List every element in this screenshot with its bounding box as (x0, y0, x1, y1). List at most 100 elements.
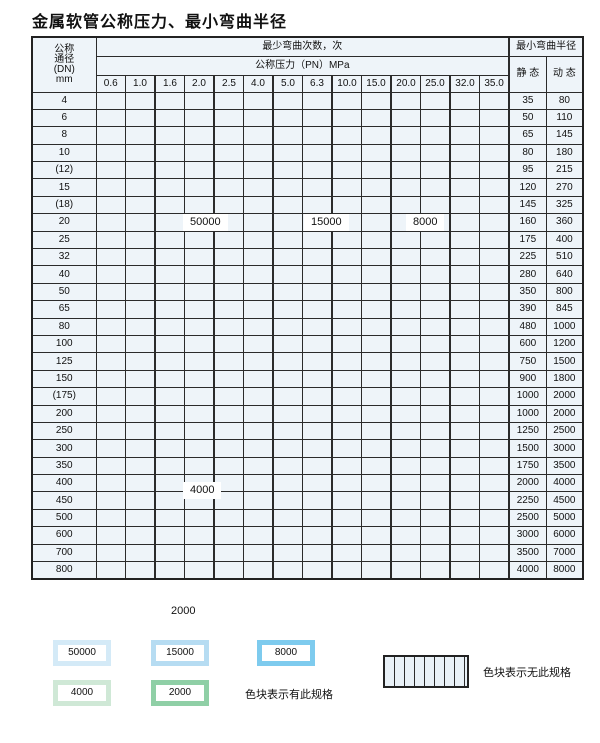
pressure-col-header: 10.0 (331, 74, 362, 93)
cell-no-spec (272, 526, 303, 545)
dynamic-radius-value: 325 (545, 195, 585, 215)
cell-no-spec (420, 474, 451, 493)
cell-band-b2 (272, 248, 303, 267)
cell-band-b5 (95, 561, 126, 580)
cell-no-spec (479, 195, 510, 215)
cell-band-b5 (154, 491, 185, 510)
cell-no-spec (449, 334, 480, 354)
cell-band-b2 (272, 108, 303, 128)
cell-no-spec (449, 439, 480, 458)
table-row: 200 1000 2000 (31, 404, 585, 423)
static-radius-value: 50 (508, 108, 547, 128)
pressure-value-row: 0.6 1.0 1.6 2.0 2.5 4.0 5.0 6.3 10.0 15.0 20.0 25.0… (32, 74, 583, 93)
cell-no-spec (420, 439, 451, 458)
cell-no-spec (272, 474, 303, 493)
cell-no-spec (479, 439, 510, 458)
cell-band-b3 (361, 161, 392, 180)
cell-no-spec (302, 491, 333, 510)
static-radius-value: 280 (508, 265, 547, 284)
cell-no-spec (479, 421, 510, 441)
dynamic-radius-value: 3500 (545, 456, 585, 476)
cell-band-b2 (243, 108, 274, 128)
cell-no-spec (361, 352, 392, 371)
table-row: 65 390 845 (31, 300, 585, 319)
cell-band-b1 (125, 91, 156, 110)
cell-band-b4 (125, 387, 156, 406)
static-radius-value: 2250 (508, 491, 547, 510)
cell-no-spec (449, 265, 480, 284)
cell-band-b4 (213, 334, 244, 354)
cell-band-b1 (125, 265, 156, 284)
cell-no-spec (213, 543, 244, 563)
static-radius-value: 160 (508, 213, 547, 232)
dn-label: 15 (31, 178, 97, 197)
cell-no-spec (272, 456, 303, 476)
table-row: 80 480 1000 (31, 317, 585, 336)
cell-no-spec (479, 369, 510, 389)
static-radius-value: 3500 (508, 543, 547, 563)
cell-no-spec (390, 265, 421, 284)
cell-band-b4 (243, 439, 274, 458)
cell-band-b1 (95, 300, 126, 319)
cell-band-b5 (95, 456, 126, 476)
cell-band-b4 (125, 404, 156, 423)
cell-band-b2 (272, 178, 303, 197)
cell-band-b3 (390, 178, 421, 197)
cell-no-spec (302, 561, 333, 580)
table-row: 40 280 640 (31, 265, 585, 284)
cell-band-b2 (272, 213, 303, 232)
cell-band-b1 (154, 213, 185, 232)
cell-band-b1 (95, 213, 126, 232)
cell-band-b5 (95, 491, 126, 510)
cell-no-spec (420, 491, 451, 510)
legend: 50000 15000 8000 4000 2000 色块表示有此规格 色块表示无此规格 (31, 636, 571, 726)
no-spec-label: 色块表示无此规格 (483, 667, 571, 679)
cell-no-spec (331, 369, 362, 389)
cell-no-spec (449, 421, 480, 441)
cell-band-b2 (331, 178, 362, 197)
cell-no-spec (449, 108, 480, 128)
cell-band-b2 (272, 195, 303, 215)
cell-band-b4 (154, 352, 185, 371)
cell-band-b1 (95, 195, 126, 215)
cell-band-b2 (302, 248, 333, 267)
cell-band-b1 (213, 91, 244, 110)
cell-band-b2 (302, 265, 333, 284)
cell-band-b1 (95, 248, 126, 267)
cell-no-spec (243, 491, 274, 510)
cell-band-b1 (125, 178, 156, 197)
static-radius-value: 225 (508, 248, 547, 267)
cell-band-b5 (95, 543, 126, 563)
cell-no-spec (302, 334, 333, 354)
cell-band-b4 (184, 369, 215, 389)
dn-label: 600 (31, 526, 97, 545)
cell-band-b1 (184, 248, 215, 267)
cell-no-spec (449, 248, 480, 267)
cell-no-spec (213, 526, 244, 545)
dn-header-cell: 公称 通径 (DN) mm (31, 36, 97, 93)
dynamic-radius-value: 270 (545, 178, 585, 197)
cell-band-b3 (390, 108, 421, 128)
legend-swatch-label: 2000 (156, 685, 204, 701)
cell-no-spec (331, 474, 362, 493)
pressure-col-header: 2.5 (213, 74, 244, 93)
dn-label: 700 (31, 543, 97, 563)
cell-band-b2 (184, 317, 215, 336)
cell-no-spec (449, 561, 480, 580)
cell-band-b1 (95, 282, 126, 302)
cell-band-b3 (390, 195, 421, 215)
cell-band-b1 (213, 178, 244, 197)
cell-no-spec (479, 456, 510, 476)
cell-band-b5 (125, 543, 156, 563)
cell-band-b1 (184, 108, 215, 128)
cell-no-spec (390, 369, 421, 389)
static-radius-value: 1250 (508, 421, 547, 441)
cell-band-b1 (95, 317, 126, 336)
pressure-col-header: 6.3 (302, 74, 333, 93)
cell-band-b4 (95, 404, 126, 423)
cell-band-b4 (95, 334, 126, 354)
cell-no-spec (449, 195, 480, 215)
cell-band-b3 (420, 143, 451, 163)
cell-no-spec (331, 282, 362, 302)
cell-band-b1 (213, 126, 244, 145)
